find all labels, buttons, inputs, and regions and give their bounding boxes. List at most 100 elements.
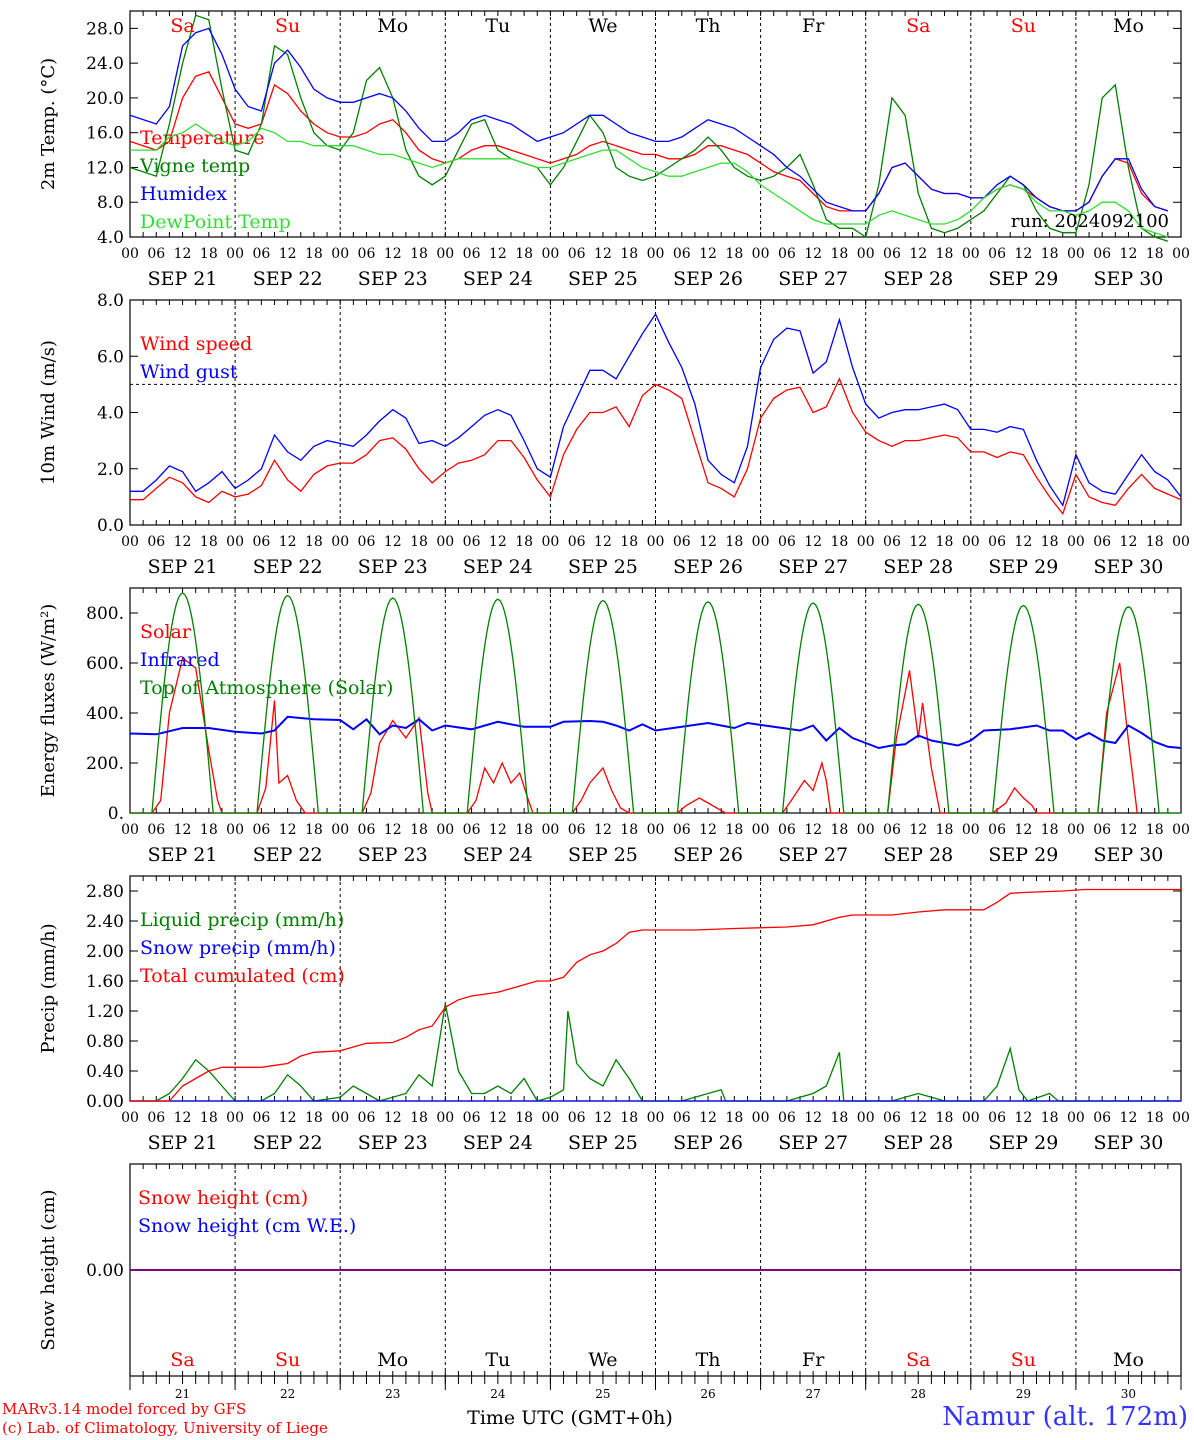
- day-label: SEP 25: [568, 844, 638, 866]
- hour-tick-label: 18: [1041, 822, 1059, 838]
- hour-tick-label: 18: [725, 246, 743, 262]
- hour-tick-label: 06: [1093, 246, 1111, 262]
- day-label: SEP 27: [778, 268, 848, 290]
- hour-tick-label: 00: [226, 822, 244, 838]
- hour-tick-label: 12: [1120, 534, 1138, 550]
- hour-tick-label: 18: [515, 246, 533, 262]
- y-tick-label: 24.0: [86, 54, 124, 74]
- weekday-label: Tu: [485, 1349, 510, 1371]
- hour-tick-label: 06: [673, 822, 691, 838]
- y-tick-label: 600.: [86, 654, 124, 674]
- y-tick-label: 6.0: [97, 347, 124, 367]
- hour-tick-label: 18: [1146, 534, 1164, 550]
- y-tick-label: 0.00: [86, 1092, 124, 1112]
- day-number-label: 30: [1121, 1387, 1136, 1401]
- hour-tick-label: 18: [410, 534, 428, 550]
- hour-tick-label: 18: [620, 534, 638, 550]
- hour-tick-label: 06: [673, 1110, 691, 1126]
- y-tick-label: 4.0: [97, 228, 124, 248]
- day-number-label: 23: [385, 1387, 400, 1401]
- hour-tick-label: 12: [909, 246, 927, 262]
- hour-tick-label: 00: [541, 534, 559, 550]
- hour-tick-label: 12: [174, 1110, 192, 1126]
- weekday-label: We: [588, 15, 617, 37]
- y-axis-label: Precip (mm/h): [38, 923, 59, 1053]
- hour-tick-label: 06: [883, 1110, 901, 1126]
- hour-tick-label: 12: [489, 246, 507, 262]
- day-number-label: 29: [1016, 1387, 1031, 1401]
- hour-tick-label: 18: [515, 1110, 533, 1126]
- hour-tick-label: 06: [568, 1110, 586, 1126]
- series-line: [130, 888, 1181, 1102]
- weekday-label: Mo: [377, 15, 408, 37]
- hour-tick-label: 06: [463, 1110, 481, 1126]
- hour-tick-label: 00: [1172, 534, 1190, 550]
- hour-tick-label: 06: [147, 246, 165, 262]
- hour-tick-label: 00: [1067, 1110, 1085, 1126]
- hour-tick-label: 06: [358, 822, 376, 838]
- hour-tick-label: 18: [725, 534, 743, 550]
- hour-tick-label: 12: [804, 1110, 822, 1126]
- weekday-label: Sa: [170, 15, 194, 37]
- hour-tick-label: 12: [174, 246, 192, 262]
- hour-tick-label: 06: [1093, 534, 1111, 550]
- day-label: SEP 25: [568, 1132, 638, 1154]
- series-line: [129, 14, 1169, 242]
- hour-tick-label: 00: [647, 246, 665, 262]
- hour-tick-label: 12: [594, 1110, 612, 1126]
- lab-credit: (c) Lab. of Climatology, University of L…: [2, 1419, 328, 1437]
- hour-tick-label: 00: [962, 246, 980, 262]
- hour-tick-label: 12: [384, 1110, 402, 1126]
- day-label: SEP 29: [988, 1132, 1058, 1154]
- hour-tick-label: 00: [121, 822, 139, 838]
- legend-entry: Snow height (cm W.E.): [138, 1215, 356, 1237]
- hour-tick-label: 12: [1120, 1110, 1138, 1126]
- hour-tick-label: 00: [1067, 822, 1085, 838]
- hour-tick-label: 18: [936, 534, 954, 550]
- day-number-label: 21: [175, 1387, 190, 1401]
- hour-tick-label: 00: [541, 822, 559, 838]
- y-tick-label: 0.: [108, 804, 124, 824]
- hour-tick-label: 06: [988, 534, 1006, 550]
- hour-tick-label: 00: [647, 822, 665, 838]
- hour-tick-label: 00: [541, 246, 559, 262]
- x-axis-label: Time UTC (GMT+0h): [467, 1407, 673, 1429]
- hour-tick-label: 06: [778, 822, 796, 838]
- hour-tick-label: 18: [1146, 246, 1164, 262]
- hour-tick-label: 00: [857, 1110, 875, 1126]
- hour-tick-label: 12: [279, 822, 297, 838]
- day-label: SEP 24: [463, 268, 533, 290]
- hour-tick-label: 12: [279, 246, 297, 262]
- hour-tick-label: 06: [147, 1110, 165, 1126]
- day-label: SEP 25: [568, 556, 638, 578]
- hour-tick-label: 12: [174, 822, 192, 838]
- hour-tick-label: 18: [305, 534, 323, 550]
- hour-tick-label: 18: [936, 1110, 954, 1126]
- hour-tick-label: 00: [752, 822, 770, 838]
- hour-tick-label: 12: [1120, 246, 1138, 262]
- hour-tick-label: 12: [1014, 1110, 1032, 1126]
- hour-tick-label: 12: [279, 534, 297, 550]
- hour-tick-label: 06: [988, 1110, 1006, 1126]
- weekday-label: Th: [696, 15, 721, 37]
- day-label: SEP 26: [673, 844, 743, 866]
- hour-tick-label: 00: [121, 246, 139, 262]
- series-line: [130, 312, 1182, 507]
- weekday-label: Sa: [906, 15, 930, 37]
- legend-entry: Snow precip (mm/h): [140, 937, 336, 959]
- hour-tick-label: 12: [489, 534, 507, 550]
- hour-tick-label: 18: [410, 1110, 428, 1126]
- hour-tick-label: 12: [699, 1110, 717, 1126]
- hour-tick-label: 12: [699, 534, 717, 550]
- hour-tick-label: 00: [857, 534, 875, 550]
- hour-tick-label: 00: [752, 246, 770, 262]
- series-line: [129, 27, 1169, 212]
- hour-tick-label: 00: [1172, 1110, 1190, 1126]
- weekday-label: Fr: [802, 1349, 825, 1371]
- hour-tick-label: 12: [384, 534, 402, 550]
- y-tick-label: 2.80: [86, 882, 124, 902]
- legend-entry: Infrared: [140, 649, 220, 671]
- hour-tick-label: 00: [752, 534, 770, 550]
- day-label: SEP 28: [883, 844, 953, 866]
- hour-tick-label: 06: [778, 246, 796, 262]
